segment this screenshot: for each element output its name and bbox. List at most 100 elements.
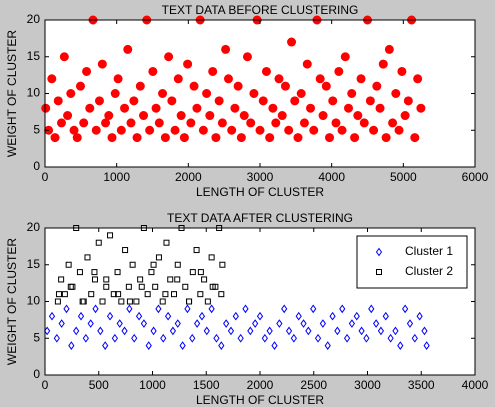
point [372, 81, 382, 91]
point [328, 96, 338, 106]
point [48, 311, 56, 321]
point [132, 133, 142, 143]
point [73, 326, 80, 336]
point [164, 311, 172, 321]
point [55, 291, 62, 298]
point [135, 81, 145, 91]
point [290, 96, 300, 106]
point [145, 341, 152, 350]
point [387, 333, 394, 343]
point [155, 304, 162, 314]
x-tick-label: 500 [89, 378, 109, 392]
point [47, 74, 57, 84]
point [348, 319, 356, 328]
point [227, 125, 237, 135]
point [230, 103, 240, 113]
point [295, 311, 302, 321]
x-tick-label: 5000 [390, 170, 417, 184]
point [144, 291, 151, 298]
point [300, 319, 307, 328]
point [79, 118, 89, 128]
point [56, 118, 66, 128]
point [382, 311, 389, 321]
point [193, 247, 200, 254]
point [274, 74, 284, 84]
point [391, 89, 401, 98]
point [193, 319, 201, 328]
point [139, 111, 149, 121]
point [394, 125, 404, 135]
point [410, 133, 420, 143]
point [82, 66, 92, 76]
point [189, 333, 196, 343]
point [310, 304, 317, 314]
point [170, 125, 180, 135]
point [350, 133, 360, 143]
point [53, 333, 60, 343]
point [305, 326, 312, 336]
point [75, 81, 85, 91]
point [213, 333, 220, 343]
point [66, 89, 76, 98]
point [140, 319, 148, 328]
point [107, 232, 114, 239]
point [186, 298, 193, 305]
point [94, 96, 104, 106]
point [54, 298, 61, 305]
point [318, 111, 328, 121]
y-tick-label: 10 [27, 294, 41, 308]
point [116, 125, 126, 135]
point [179, 133, 189, 143]
y-axis-label: WEIGHT OF CLUSTER [5, 30, 19, 157]
x-tick-label: 2000 [175, 170, 202, 184]
x-axis-label: LENGTH OF CLUSTER [196, 185, 324, 199]
point [79, 298, 86, 305]
point [72, 133, 82, 143]
x-tick-label: 0 [42, 378, 49, 392]
point [377, 326, 385, 336]
point [252, 319, 259, 328]
point [95, 239, 102, 246]
x-tick-label: 4000 [318, 170, 345, 184]
point [53, 96, 63, 106]
point [129, 261, 136, 268]
point [334, 326, 341, 336]
point [365, 96, 375, 106]
point [375, 103, 385, 113]
point [61, 291, 68, 298]
point [145, 125, 155, 135]
x-axis-label: LENGTH OF CLUSTER [196, 393, 324, 407]
point [99, 298, 106, 305]
point [69, 125, 79, 135]
point [315, 74, 325, 84]
point [242, 52, 252, 62]
point [353, 311, 360, 321]
point [174, 319, 181, 328]
point [97, 59, 107, 69]
x-tick-label: 3500 [408, 378, 435, 392]
point [223, 74, 233, 84]
point [91, 269, 98, 276]
point [329, 311, 336, 321]
point [122, 247, 129, 254]
point [299, 118, 309, 128]
x-tick-label: 1500 [193, 378, 220, 392]
legend-marker [376, 269, 382, 275]
point [167, 96, 177, 106]
point [91, 276, 98, 283]
y-tick-label: 0 [33, 367, 40, 381]
point [152, 283, 159, 290]
point [63, 304, 70, 314]
point [384, 44, 394, 54]
point [104, 111, 114, 121]
legend [356, 235, 468, 289]
point [237, 333, 244, 343]
point [138, 283, 145, 290]
legend-label: Cluster 1 [405, 244, 453, 258]
point [164, 52, 174, 62]
y-tick-label: 0 [33, 159, 40, 173]
x-tick-label: 1000 [103, 170, 130, 184]
x-tick-label: 4000 [462, 378, 489, 392]
point [179, 341, 186, 350]
point [87, 319, 94, 328]
